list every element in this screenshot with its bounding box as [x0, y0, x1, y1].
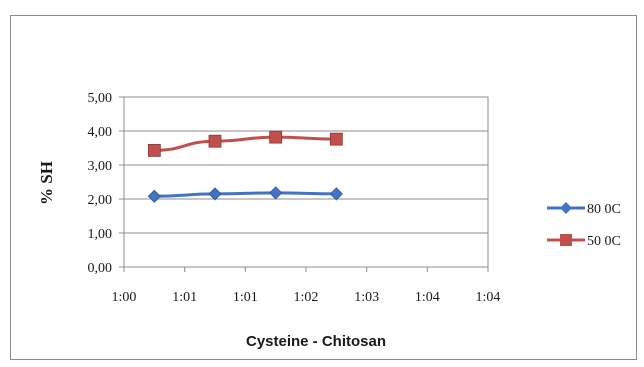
y-tick-label: 0,00: [88, 261, 113, 276]
chart-frame: [10, 15, 637, 360]
x-tick-label: 1:04: [415, 290, 440, 305]
x-tick-label: 1:01: [172, 290, 197, 305]
data-point-marker: [329, 132, 343, 146]
y-axis-label: % SH: [37, 161, 56, 205]
series-group: [147, 130, 343, 203]
y-tick-label: 3,00: [88, 159, 113, 174]
legend-label: 50 0C: [587, 234, 621, 249]
data-point-marker: [269, 186, 283, 200]
legend-label: 80 0C: [587, 202, 621, 217]
data-point-marker: [269, 130, 283, 144]
data-point-marker: [329, 187, 343, 201]
x-axis-label: Cysteine - Chitosan: [246, 333, 386, 350]
gridlines: [124, 96, 488, 234]
data-point-marker: [208, 187, 222, 201]
x-axis-ticks: 1:00 1:01 1:01 1:02 1:03 1:04 1:04: [112, 267, 501, 305]
legend-swatch-marker: [560, 234, 572, 246]
y-axis-ticks: 0,00 1,00 2,00 3,00 4,00 5,00: [88, 91, 124, 276]
plot-area: [123, 96, 489, 268]
y-tick-label: 4,00: [88, 125, 113, 140]
y-tick-label: 2,00: [88, 193, 113, 208]
data-point-marker: [208, 134, 222, 148]
data-point-marker: [147, 143, 161, 157]
series-line: [154, 191, 337, 198]
x-tick-label: 1:01: [233, 290, 258, 305]
legend-swatch-marker: [560, 202, 572, 214]
y-tick-label: 1,00: [88, 227, 113, 242]
legend: 80 0C 50 0C: [547, 202, 621, 249]
y-tick-label: 5,00: [88, 91, 113, 106]
series-line: [154, 135, 337, 152]
x-tick-label: 1:02: [294, 290, 319, 305]
x-tick-label: 1:00: [112, 290, 137, 305]
data-point-marker: [147, 189, 161, 203]
x-tick-label: 1:04: [476, 290, 501, 305]
x-tick-label: 1:03: [354, 290, 379, 305]
